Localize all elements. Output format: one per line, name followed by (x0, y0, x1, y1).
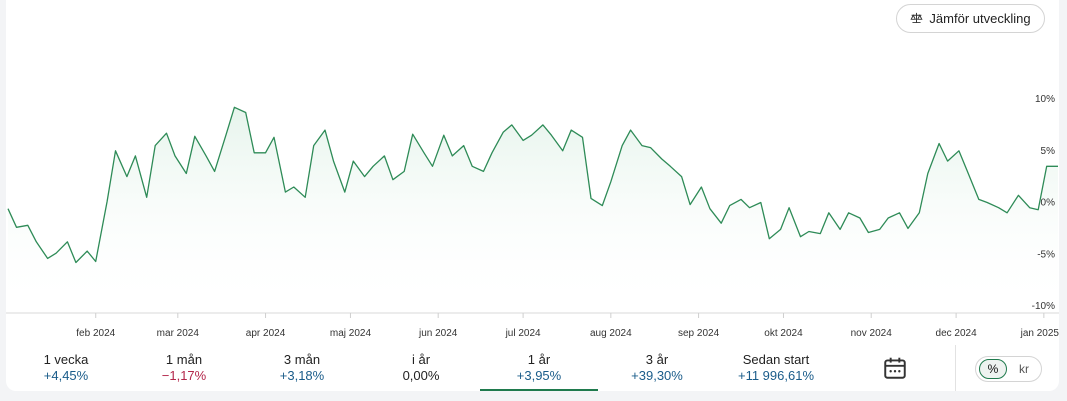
x-tick-label: feb 2024 (76, 328, 115, 339)
period-value: −1,17% (161, 368, 207, 383)
performance-chart: 10% 5% 0% -5% -10% feb 2024 mar 2024 apr 2024 ma… (6, 94, 1060, 339)
period-value: +3,95% (516, 368, 562, 383)
divider (955, 345, 956, 391)
period-label: 3 år (645, 352, 669, 367)
compare-button-label: Jämför utveckling (929, 11, 1031, 26)
x-tick-label: jul 2024 (505, 328, 541, 339)
x-tick-label: jun 2024 (418, 328, 458, 339)
y-tick-label: 0% (1041, 198, 1056, 209)
period-tab[interactable]: 1 vecka +4,45% (7, 345, 125, 391)
compare-button[interactable]: Jämför utveckling (896, 4, 1045, 33)
toggle-option-kr[interactable]: kr (1019, 362, 1029, 376)
y-tick-label: -5% (1037, 249, 1055, 260)
x-tick-label: apr 2024 (246, 328, 286, 339)
period-value: 0,00% (402, 368, 440, 383)
period-tabs: 1 vecka +4,45% 1 mån −1,17% 3 mån +3,18% i år 0… (6, 345, 956, 391)
period-value: +39,30% (631, 368, 683, 383)
calendar-icon (884, 357, 906, 379)
scale-icon (910, 12, 923, 24)
x-tick-label: mar 2024 (157, 328, 200, 339)
series-area (8, 107, 1058, 311)
x-tick-label: aug 2024 (590, 328, 632, 339)
y-tick-label: -10% (1032, 301, 1055, 312)
period-tab[interactable]: 3 mån +3,18% (243, 345, 361, 391)
x-tick-label: sep 2024 (678, 328, 720, 339)
period-value: +4,45% (43, 368, 89, 383)
x-tick-label: jan 2025 (1020, 328, 1060, 339)
y-tick-label: 10% (1035, 94, 1055, 105)
x-tick-label: dec 2024 (936, 328, 978, 339)
period-tab[interactable]: 1 mån −1,17% (125, 345, 243, 391)
period-label: 1 vecka (43, 352, 89, 367)
period-value: +11 996,61% (737, 368, 815, 383)
period-label: 3 mån (283, 352, 321, 367)
unit-toggle[interactable]: % kr (975, 356, 1042, 382)
period-label: i år (411, 352, 431, 367)
period-tab[interactable]: 1 år +3,95% (480, 345, 598, 391)
series-line (7, 106, 1058, 264)
y-tick-label: 5% (1041, 146, 1056, 157)
period-label: 1 år (527, 352, 551, 367)
period-label: Sedan start (742, 352, 810, 367)
calendar-button[interactable] (882, 355, 908, 381)
period-tab[interactable]: Sedan start +11 996,61% (717, 345, 835, 391)
period-tab[interactable]: i år 0,00% (362, 345, 480, 391)
x-tick-label: maj 2024 (330, 328, 372, 339)
period-label: 1 mån (165, 352, 203, 367)
toggle-option-percent[interactable]: % (979, 359, 1007, 379)
period-value: +3,18% (279, 368, 325, 383)
period-tab[interactable]: 3 år +39,30% (598, 345, 716, 391)
x-tick-label: okt 2024 (764, 328, 803, 339)
x-tick-label: nov 2024 (851, 328, 893, 339)
